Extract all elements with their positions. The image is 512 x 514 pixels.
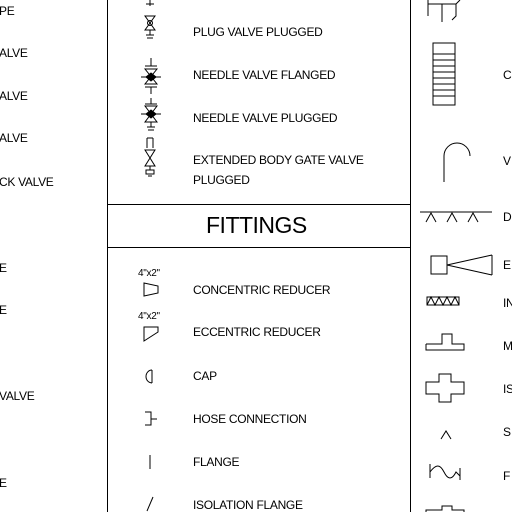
spray-nozzle-icon (440, 430, 452, 440)
left-fragment-1: PE (0, 4, 15, 18)
right-fragment-3: D (503, 210, 512, 224)
left-fragment-8: VALVE (0, 389, 35, 403)
concentric-reducer-icon (143, 282, 159, 297)
right-fragment-6: M (503, 339, 512, 353)
eductor-icon (430, 254, 493, 276)
valve-label-4-line-2: PLUGGED (193, 173, 250, 187)
right-fragment-7: IS (503, 382, 512, 396)
extended-body-gate-valve-plugged-icon (144, 137, 156, 177)
right-fragment-4: E (503, 258, 511, 272)
fitting-label-2: ECCENTRIC REDUCER (193, 325, 321, 339)
right-divider (410, 0, 411, 512)
isolation-flange-icon (146, 496, 154, 512)
right-fragment-9: F (503, 469, 511, 483)
manifold-icon (425, 333, 465, 351)
concentric-reducer-size: 4"x2" (138, 268, 160, 279)
fitting-label-5: FLANGE (193, 455, 240, 469)
vent-hood-icon (443, 142, 471, 182)
insulation-icon (426, 295, 460, 307)
left-fragment-5: CK VALVE (0, 175, 54, 189)
left-fragment-6: E (0, 261, 7, 275)
fitting-label-1: CONCENTRIC REDUCER (193, 283, 331, 297)
cooler-icon (432, 42, 456, 106)
right-fragment-2: V (503, 154, 511, 168)
plug-valve-plugged-icon (144, 0, 156, 39)
left-fragment-2: ALVE (0, 46, 28, 60)
valve-label-1: PLUG VALVE PLUGGED (193, 25, 323, 39)
hose-connection-icon (145, 411, 157, 426)
left-fragment-9: E (0, 476, 7, 490)
fittings-header-bottom-line (107, 247, 411, 248)
eccentric-reducer-icon (143, 326, 159, 342)
right-fragment-8: S (503, 425, 511, 439)
fittings-heading: FITTINGS (206, 212, 307, 238)
isolation-cross-icon (425, 373, 465, 403)
cap-icon (145, 369, 153, 384)
left-fragment-4: ALVE (0, 131, 28, 145)
valve-label-2: NEEDLE VALVE FLANGED (193, 68, 336, 82)
drain-trench-icon (420, 211, 492, 223)
fittings-header-top-line (107, 204, 411, 205)
left-fragment-3: ALVE (0, 89, 28, 103)
fitting-label-4: HOSE CONNECTION (193, 412, 307, 426)
needle-valve-flanged-icon (141, 58, 161, 94)
right-fragment-1: C (503, 68, 512, 82)
left-divider (107, 0, 108, 512)
fitting-label-3: CAP (193, 369, 217, 383)
actuator-top-icon (427, 0, 461, 22)
flexible-hose-icon (429, 464, 461, 480)
needle-valve-plugged-icon (141, 98, 161, 131)
fitting-label-6: ISOLATION FLANGE (193, 498, 303, 512)
flange-icon (149, 455, 151, 469)
right-fragment-5: IN (503, 296, 512, 310)
valve-label-3: NEEDLE VALVE PLUGGED (193, 111, 338, 125)
valve-label-4: EXTENDED BODY GATE VALVE (193, 153, 364, 167)
eccentric-reducer-size: 4"x2" (138, 311, 160, 322)
partial-bottom-icon (425, 505, 465, 512)
left-fragment-7: E (0, 303, 7, 317)
